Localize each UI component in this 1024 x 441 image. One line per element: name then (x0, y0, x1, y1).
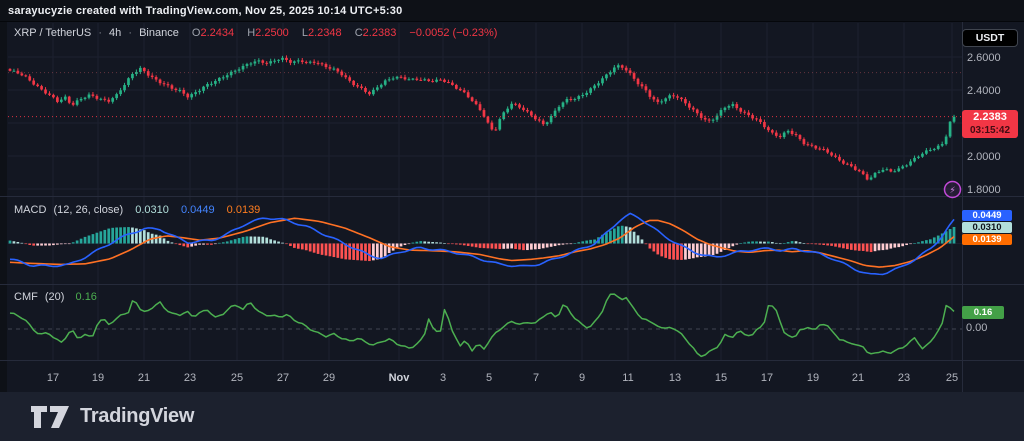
legend-separator: · (128, 27, 133, 39)
svg-text:21: 21 (852, 372, 864, 384)
currency-toggle-button[interactable]: USDT (962, 29, 1018, 47)
macd-legend: MACD (12, 26, close) 0.0310 0.0449 0.013… (14, 204, 260, 216)
svg-text:23: 23 (184, 372, 196, 384)
svg-text:⚡: ⚡ (949, 185, 955, 195)
price-change: −0.0052 (−0.23%) (409, 27, 498, 39)
svg-text:3: 3 (440, 372, 446, 384)
ohlc-low: L2.2348 (301, 27, 342, 39)
svg-text:25: 25 (946, 372, 958, 384)
macd-hist-badge: 0.0310 (962, 222, 1012, 233)
macd-signal-value: 0.0139 (226, 204, 261, 216)
symbol-legend: XRP / TetherUS · 4h · Binance O2.2434 H2… (14, 27, 497, 39)
svg-text:5: 5 (486, 372, 492, 384)
svg-text:9: 9 (579, 372, 585, 384)
axis-labels: 2.6000 2.4000 2.0000 1.8000 17 19 21 23 25 27 29 No… (47, 52, 1001, 384)
svg-text:17: 17 (761, 372, 773, 384)
macd-value-badges: 0.0449 0.0310 0.0139 (962, 210, 1012, 246)
cmf-value-badge: 0.16 (962, 306, 1004, 319)
svg-text:19: 19 (807, 372, 819, 384)
last-price-badge: 2.2383 03:15:42 (962, 110, 1018, 138)
footer-bar: TradingView (0, 392, 1024, 441)
cmf-legend: CMF (20) 0.16 (14, 291, 97, 303)
tradingview-logo-icon[interactable] (30, 405, 70, 429)
svg-text:13: 13 (669, 372, 681, 384)
svg-text:1.8000: 1.8000 (967, 184, 1001, 196)
symbol-interval: 4h (109, 27, 122, 39)
grid-layer (8, 23, 962, 360)
attribution-text: sarayucyzie created with TradingView.com… (8, 4, 403, 17)
svg-text:Nov: Nov (389, 372, 411, 384)
cmf-zero-label: 0.00 (966, 322, 988, 334)
svg-text:21: 21 (138, 372, 150, 384)
svg-text:2.0000: 2.0000 (967, 151, 1001, 163)
svg-text:29: 29 (323, 372, 335, 384)
cmf-pane (8, 293, 962, 358)
macd-name: MACD (14, 204, 47, 216)
svg-text:19: 19 (92, 372, 104, 384)
pane-dividers (0, 22, 1024, 392)
symbol-title: XRP / TetherUS (14, 27, 92, 39)
bar-countdown: 03:15:42 (969, 125, 1011, 136)
svg-text:2.4000: 2.4000 (967, 85, 1001, 97)
time-scale[interactable] (0, 360, 962, 392)
cmf-params: (20) (44, 291, 65, 303)
svg-text:15: 15 (715, 372, 727, 384)
last-price-value: 2.2383 (973, 111, 1007, 123)
macd-signal-badge: 0.0139 (962, 234, 1012, 245)
svg-text:25: 25 (231, 372, 243, 384)
legend-separator: · (98, 27, 102, 39)
macd-hist-value: 0.0310 (135, 204, 169, 216)
svg-text:11: 11 (622, 372, 633, 384)
svg-text:27: 27 (277, 372, 289, 384)
chart-background (0, 22, 1024, 392)
macd-params: (12, 26, close) (53, 204, 124, 216)
symbol-exchange: Binance (139, 27, 179, 39)
cmf-value: 0.16 (75, 291, 97, 303)
ohlc-open: O2.2434 (191, 27, 235, 39)
svg-text:23: 23 (898, 372, 910, 384)
attribution-bar: sarayucyzie created with TradingView.com… (0, 0, 1024, 22)
candlestick-pane (8, 55, 962, 181)
svg-text:17: 17 (47, 372, 59, 384)
flash-marker-icon[interactable]: ⚡ (943, 180, 962, 199)
svg-text:7: 7 (533, 372, 539, 384)
tradingview-brand-text[interactable]: TradingView (80, 405, 195, 427)
macd-line-badge: 0.0449 (962, 210, 1012, 221)
macd-pane (8, 212, 956, 276)
ohlc-high: H2.2500 (247, 27, 289, 39)
cmf-name: CMF (14, 291, 38, 303)
svg-text:2.6000: 2.6000 (967, 52, 1001, 64)
macd-line-value: 0.0449 (180, 204, 215, 216)
ohlc-close: C2.2383 (354, 27, 397, 39)
